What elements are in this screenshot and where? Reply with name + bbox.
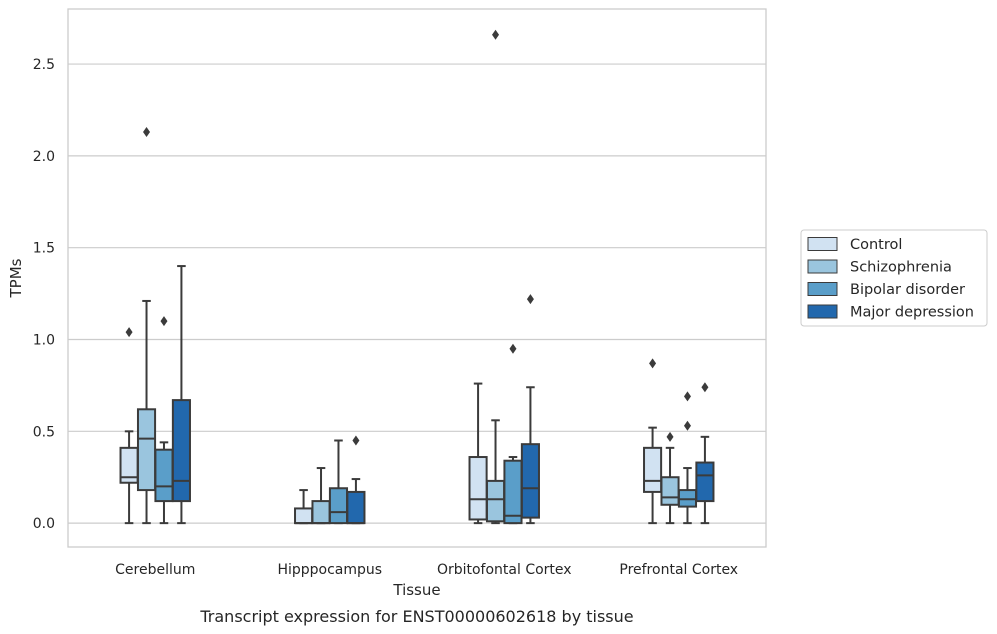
outlier-point: [509, 343, 517, 354]
box: [171, 399, 191, 503]
legend-swatch: [807, 237, 838, 251]
box: [660, 476, 680, 506]
box-group: [311, 467, 331, 525]
box: [328, 487, 349, 525]
outlier-point: [125, 327, 133, 338]
x-axis-label: Tissue: [392, 581, 440, 599]
legend-frame: [800, 229, 988, 327]
box-group: [136, 127, 157, 525]
box-group: [294, 489, 314, 525]
box-group: [468, 382, 488, 525]
y-tick-label: 1.0: [33, 333, 55, 349]
box: [468, 456, 488, 521]
outlier-point: [492, 29, 500, 40]
outlier-point: [666, 431, 674, 442]
box: [520, 443, 540, 519]
box-group: [328, 439, 349, 525]
outlier-point: [701, 382, 709, 393]
outlier-point: [683, 420, 691, 431]
y-tick-label: 0.0: [33, 516, 55, 532]
y-tick-label: 1.5: [33, 241, 55, 257]
series-bipolar-disorder: [154, 316, 698, 525]
series-control: [119, 327, 663, 525]
x-tick-label: Cerebellum: [115, 562, 195, 578]
box: [643, 446, 663, 493]
box: [346, 490, 366, 525]
box-group: [660, 431, 680, 525]
box-group: [171, 265, 191, 525]
box-group: [695, 382, 715, 525]
outlier-point: [526, 294, 534, 305]
legend-swatch: [807, 282, 838, 296]
outlier-point: [683, 391, 691, 402]
box-plot-series: [119, 29, 715, 525]
legend-item: Control: [807, 237, 902, 253]
y-axis-ticks: 0.0 0.5 1.0 1.5 2.0 2.5: [33, 57, 55, 532]
x-tick-label: Hipppocampus: [277, 562, 382, 578]
outlier-point: [143, 127, 151, 138]
legend-item: Bipolar disorder: [807, 282, 965, 298]
y-tick-label: 2.0: [33, 149, 55, 165]
legend: Control Schizophrenia Bipolar disorder Majo…: [800, 229, 988, 327]
box: [294, 507, 314, 525]
series-major-depression: [171, 265, 715, 525]
box: [311, 500, 331, 525]
x-axis-ticks: Cerebellum Hipppocampus Orbitofontal Corte…: [115, 562, 738, 578]
outlier-point: [352, 435, 360, 446]
box: [503, 459, 523, 525]
box-group: [485, 29, 506, 525]
chart-caption: Transcript expression for ENST0000060261…: [199, 607, 633, 626]
legend-label: Control: [850, 237, 902, 253]
x-tick-label: Prefrontal Cortex: [619, 562, 738, 578]
box-group: [346, 435, 366, 525]
box: [136, 408, 157, 492]
legend-label: Bipolar disorder: [850, 282, 965, 298]
series-schizophrenia: [136, 29, 680, 525]
x-tick-label: Orbitofontal Cortex: [437, 562, 572, 578]
legend-item: Schizophrenia: [807, 259, 952, 276]
legend-swatch: [807, 304, 838, 319]
box-group: [520, 294, 540, 525]
legend-label: Schizophrenia: [850, 260, 952, 276]
box-group: [643, 358, 663, 525]
box: [695, 461, 715, 503]
legend-label: Major depression: [850, 305, 974, 321]
box-group: [677, 391, 698, 525]
outlier-point: [160, 316, 168, 327]
box: [485, 479, 506, 523]
legend-swatch: [807, 259, 838, 274]
box-group: [119, 327, 139, 525]
outlier-point: [649, 358, 657, 369]
box-group: [503, 343, 523, 525]
y-axis-label: TPMs: [7, 258, 25, 298]
box-group: [154, 316, 174, 525]
box: [154, 448, 174, 503]
plot-frame: [67, 8, 767, 548]
y-tick-label: 2.5: [33, 57, 55, 73]
legend-item: Major depression: [807, 304, 974, 321]
y-tick-label: 0.5: [33, 424, 55, 440]
